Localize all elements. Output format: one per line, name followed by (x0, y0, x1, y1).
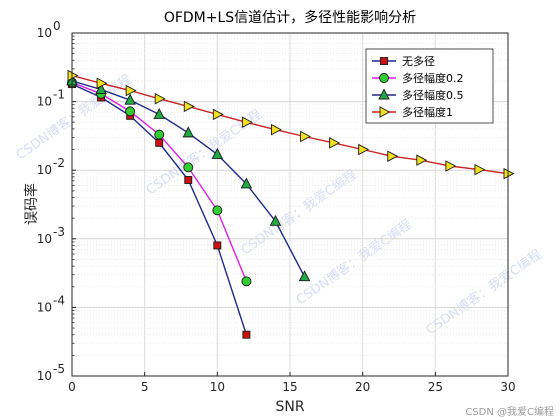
data-point (474, 163, 486, 176)
y-tick-label: 10 (37, 232, 52, 246)
data-point (379, 106, 391, 118)
data-point (125, 106, 136, 117)
x-tick-label: 25 (428, 380, 443, 394)
data-point (153, 107, 165, 119)
data-point (378, 88, 390, 100)
data-point (95, 83, 107, 94)
x-tick-label: 0 (68, 380, 76, 394)
x-tick-label: 10 (210, 380, 225, 394)
data-point (212, 205, 223, 216)
data-point (213, 241, 222, 250)
data-point (184, 176, 193, 184)
data-point (416, 154, 428, 166)
data-point (298, 270, 311, 282)
data-point (358, 143, 370, 156)
footer-credit: CSDN @我爱C编程 (465, 407, 554, 418)
legend-label: 多径幅度1 (402, 105, 453, 119)
data-point (503, 167, 515, 180)
x-tick-label: 30 (500, 380, 515, 394)
y-tick-exponent: -2 (53, 156, 65, 170)
chart-title: OFDM+LS信道估计，多径性能影响分析 (164, 9, 416, 26)
legend-entry: 多径幅度0.5 (372, 88, 464, 102)
y-axis-title: 误码率 (23, 183, 40, 225)
legend-label: 无多径 (402, 54, 435, 68)
data-point (241, 276, 252, 287)
data-point (154, 129, 165, 140)
series-3 (66, 74, 311, 282)
y-tick-exponent: -5 (53, 362, 65, 376)
data-point (183, 100, 195, 113)
x-tick-label: 15 (282, 380, 297, 394)
data-point (67, 69, 79, 82)
data-point (300, 130, 311, 143)
data-point (211, 147, 224, 159)
data-point (329, 137, 341, 149)
data-point (212, 108, 224, 121)
data-point (269, 214, 282, 226)
series-4 (67, 69, 515, 180)
legend-label: 多径幅度0.5 (402, 88, 464, 102)
data-point (387, 150, 399, 162)
data-point (242, 330, 251, 339)
data-point (125, 84, 137, 97)
data-point (154, 93, 166, 105)
data-point (240, 177, 253, 189)
y-tick-label: 10 (37, 26, 52, 40)
y-tick-exponent: -4 (53, 293, 65, 307)
y-tick-label: 10 (37, 369, 52, 383)
data-point (380, 57, 388, 65)
y-tick-exponent: 0 (53, 19, 61, 33)
data-point (445, 160, 457, 172)
x-axis-title: SNR (275, 399, 304, 415)
data-point (124, 93, 136, 105)
data-point (182, 126, 195, 138)
series-line (71, 74, 509, 175)
data-point (241, 116, 253, 128)
y-tick-label: 10 (37, 95, 52, 109)
x-tick-label: 5 (141, 380, 149, 394)
data-point (183, 162, 194, 173)
y-tick-label: 10 (37, 163, 52, 177)
y-tick-label: 10 (37, 300, 52, 314)
legend-entry: 多径幅度0.2 (372, 71, 464, 85)
data-point (271, 123, 282, 136)
legend-entry: 多径幅度1 (372, 105, 453, 119)
x-tick-label: 20 (355, 380, 370, 394)
legend-label: 多径幅度0.2 (402, 71, 464, 85)
legend-entry: 无多径 (372, 54, 435, 68)
y-tick-exponent: -1 (53, 88, 65, 102)
series-layer (66, 69, 515, 339)
y-tick-exponent: -3 (53, 225, 65, 239)
data-point (96, 77, 108, 90)
data-point (379, 73, 389, 83)
data-point (155, 138, 164, 147)
